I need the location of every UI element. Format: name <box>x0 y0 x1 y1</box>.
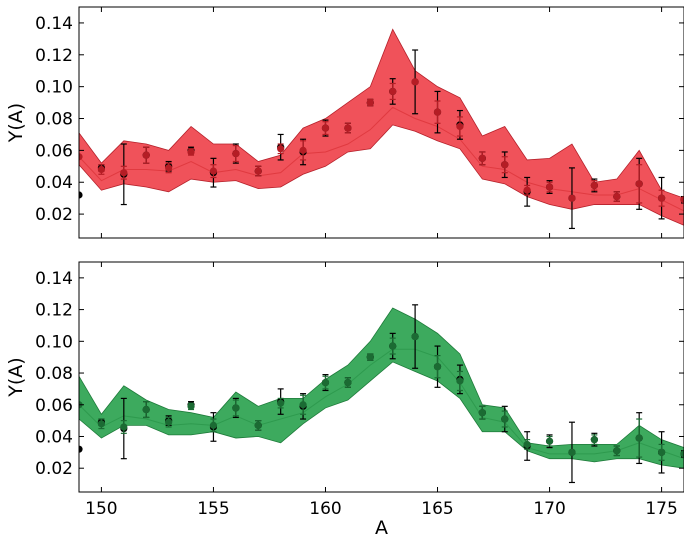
model-point <box>680 196 684 204</box>
model-point <box>344 124 352 132</box>
model-point <box>389 87 397 96</box>
model-point <box>277 399 285 407</box>
model-point <box>366 98 374 107</box>
x-tick-label: 150 <box>85 499 117 519</box>
model-point <box>321 124 330 132</box>
model-point <box>456 377 464 385</box>
model-point <box>209 421 218 429</box>
plot-area <box>79 28 684 230</box>
x-axis-label: A <box>375 517 388 539</box>
y-tick-label: 0.06 <box>35 396 73 416</box>
data-point <box>79 191 83 199</box>
data-point <box>79 445 83 453</box>
bottom-panel: 0.02 0.04 0.06 0.08 0.10 0.12 0.14 150 155 160 165… <box>5 261 684 539</box>
y-tick-label: 0.12 <box>35 301 73 321</box>
model-point <box>165 164 173 172</box>
x-tick-label: 165 <box>421 499 453 519</box>
model-point <box>142 405 150 414</box>
plot-area <box>79 304 684 484</box>
model-point <box>411 332 419 341</box>
y-tick-label: 0.06 <box>35 141 73 161</box>
model-point <box>433 363 442 371</box>
model-point <box>254 421 262 429</box>
x-tick-label: 155 <box>197 499 229 519</box>
model-point <box>657 448 666 456</box>
axes-frame <box>78 261 684 493</box>
model-point <box>299 146 307 154</box>
model-band <box>79 307 684 469</box>
model-point <box>635 434 643 442</box>
y-tick-label: 0.08 <box>35 364 73 384</box>
model-point <box>501 161 509 169</box>
x-tick-label: 170 <box>533 499 565 519</box>
y-tick-label: 0.10 <box>35 332 73 352</box>
model-point <box>344 378 352 387</box>
model-point <box>97 420 106 428</box>
model-point <box>613 192 621 201</box>
model-point <box>657 194 666 202</box>
model-point <box>299 401 307 409</box>
y-tick-label: 0.04 <box>35 427 73 447</box>
model-point <box>590 436 598 444</box>
model-point <box>389 342 397 350</box>
model-point <box>568 194 576 202</box>
y-tick-label: 0.14 <box>35 269 73 289</box>
model-point <box>187 148 195 156</box>
model-point <box>523 440 531 449</box>
y-tick-label: 0.04 <box>35 173 73 193</box>
model-point <box>478 409 486 417</box>
model-point <box>120 423 128 431</box>
model-point <box>209 167 218 175</box>
y-axis-label: Y(A) <box>5 103 27 143</box>
y-tick-label: 0.10 <box>35 78 73 98</box>
model-point <box>478 154 486 162</box>
model-point <box>568 448 576 456</box>
model-point <box>120 169 128 177</box>
axes-frame <box>78 6 684 239</box>
model-point <box>97 165 106 174</box>
model-point <box>142 151 150 159</box>
model-point <box>254 167 262 175</box>
model-point <box>232 404 240 412</box>
model-point <box>433 108 442 116</box>
model-point <box>590 181 598 190</box>
model-point <box>456 122 464 131</box>
x-tick-label: 175 <box>645 499 677 519</box>
model-band <box>79 28 684 226</box>
y-tick-label: 0.02 <box>35 205 73 225</box>
model-point <box>79 153 83 161</box>
model-point <box>321 378 330 387</box>
model-point <box>545 437 554 445</box>
model-point <box>501 415 509 423</box>
y-tick-label: 0.14 <box>35 14 73 34</box>
y-tick-label: 0.02 <box>35 459 73 479</box>
model-point <box>366 353 374 361</box>
model-point <box>613 447 621 455</box>
y-axis-label: Y(A) <box>5 357 27 397</box>
model-point <box>635 180 643 188</box>
model-point <box>680 450 684 458</box>
y-tick-label: 0.12 <box>35 46 73 66</box>
model-center-line <box>79 106 684 212</box>
model-point <box>523 186 531 194</box>
y-tick-label: 0.08 <box>35 110 73 130</box>
model-point <box>277 145 285 153</box>
model-point <box>165 418 173 426</box>
x-tick-label: 160 <box>309 499 341 519</box>
model-point <box>187 402 195 410</box>
model-point <box>545 183 554 191</box>
model-point <box>232 149 240 158</box>
top-panel: 0.02 0.04 0.06 0.08 0.10 0.12 0.14 Y(A) <box>5 6 684 239</box>
model-point <box>411 78 419 86</box>
model-center-line <box>79 348 684 460</box>
